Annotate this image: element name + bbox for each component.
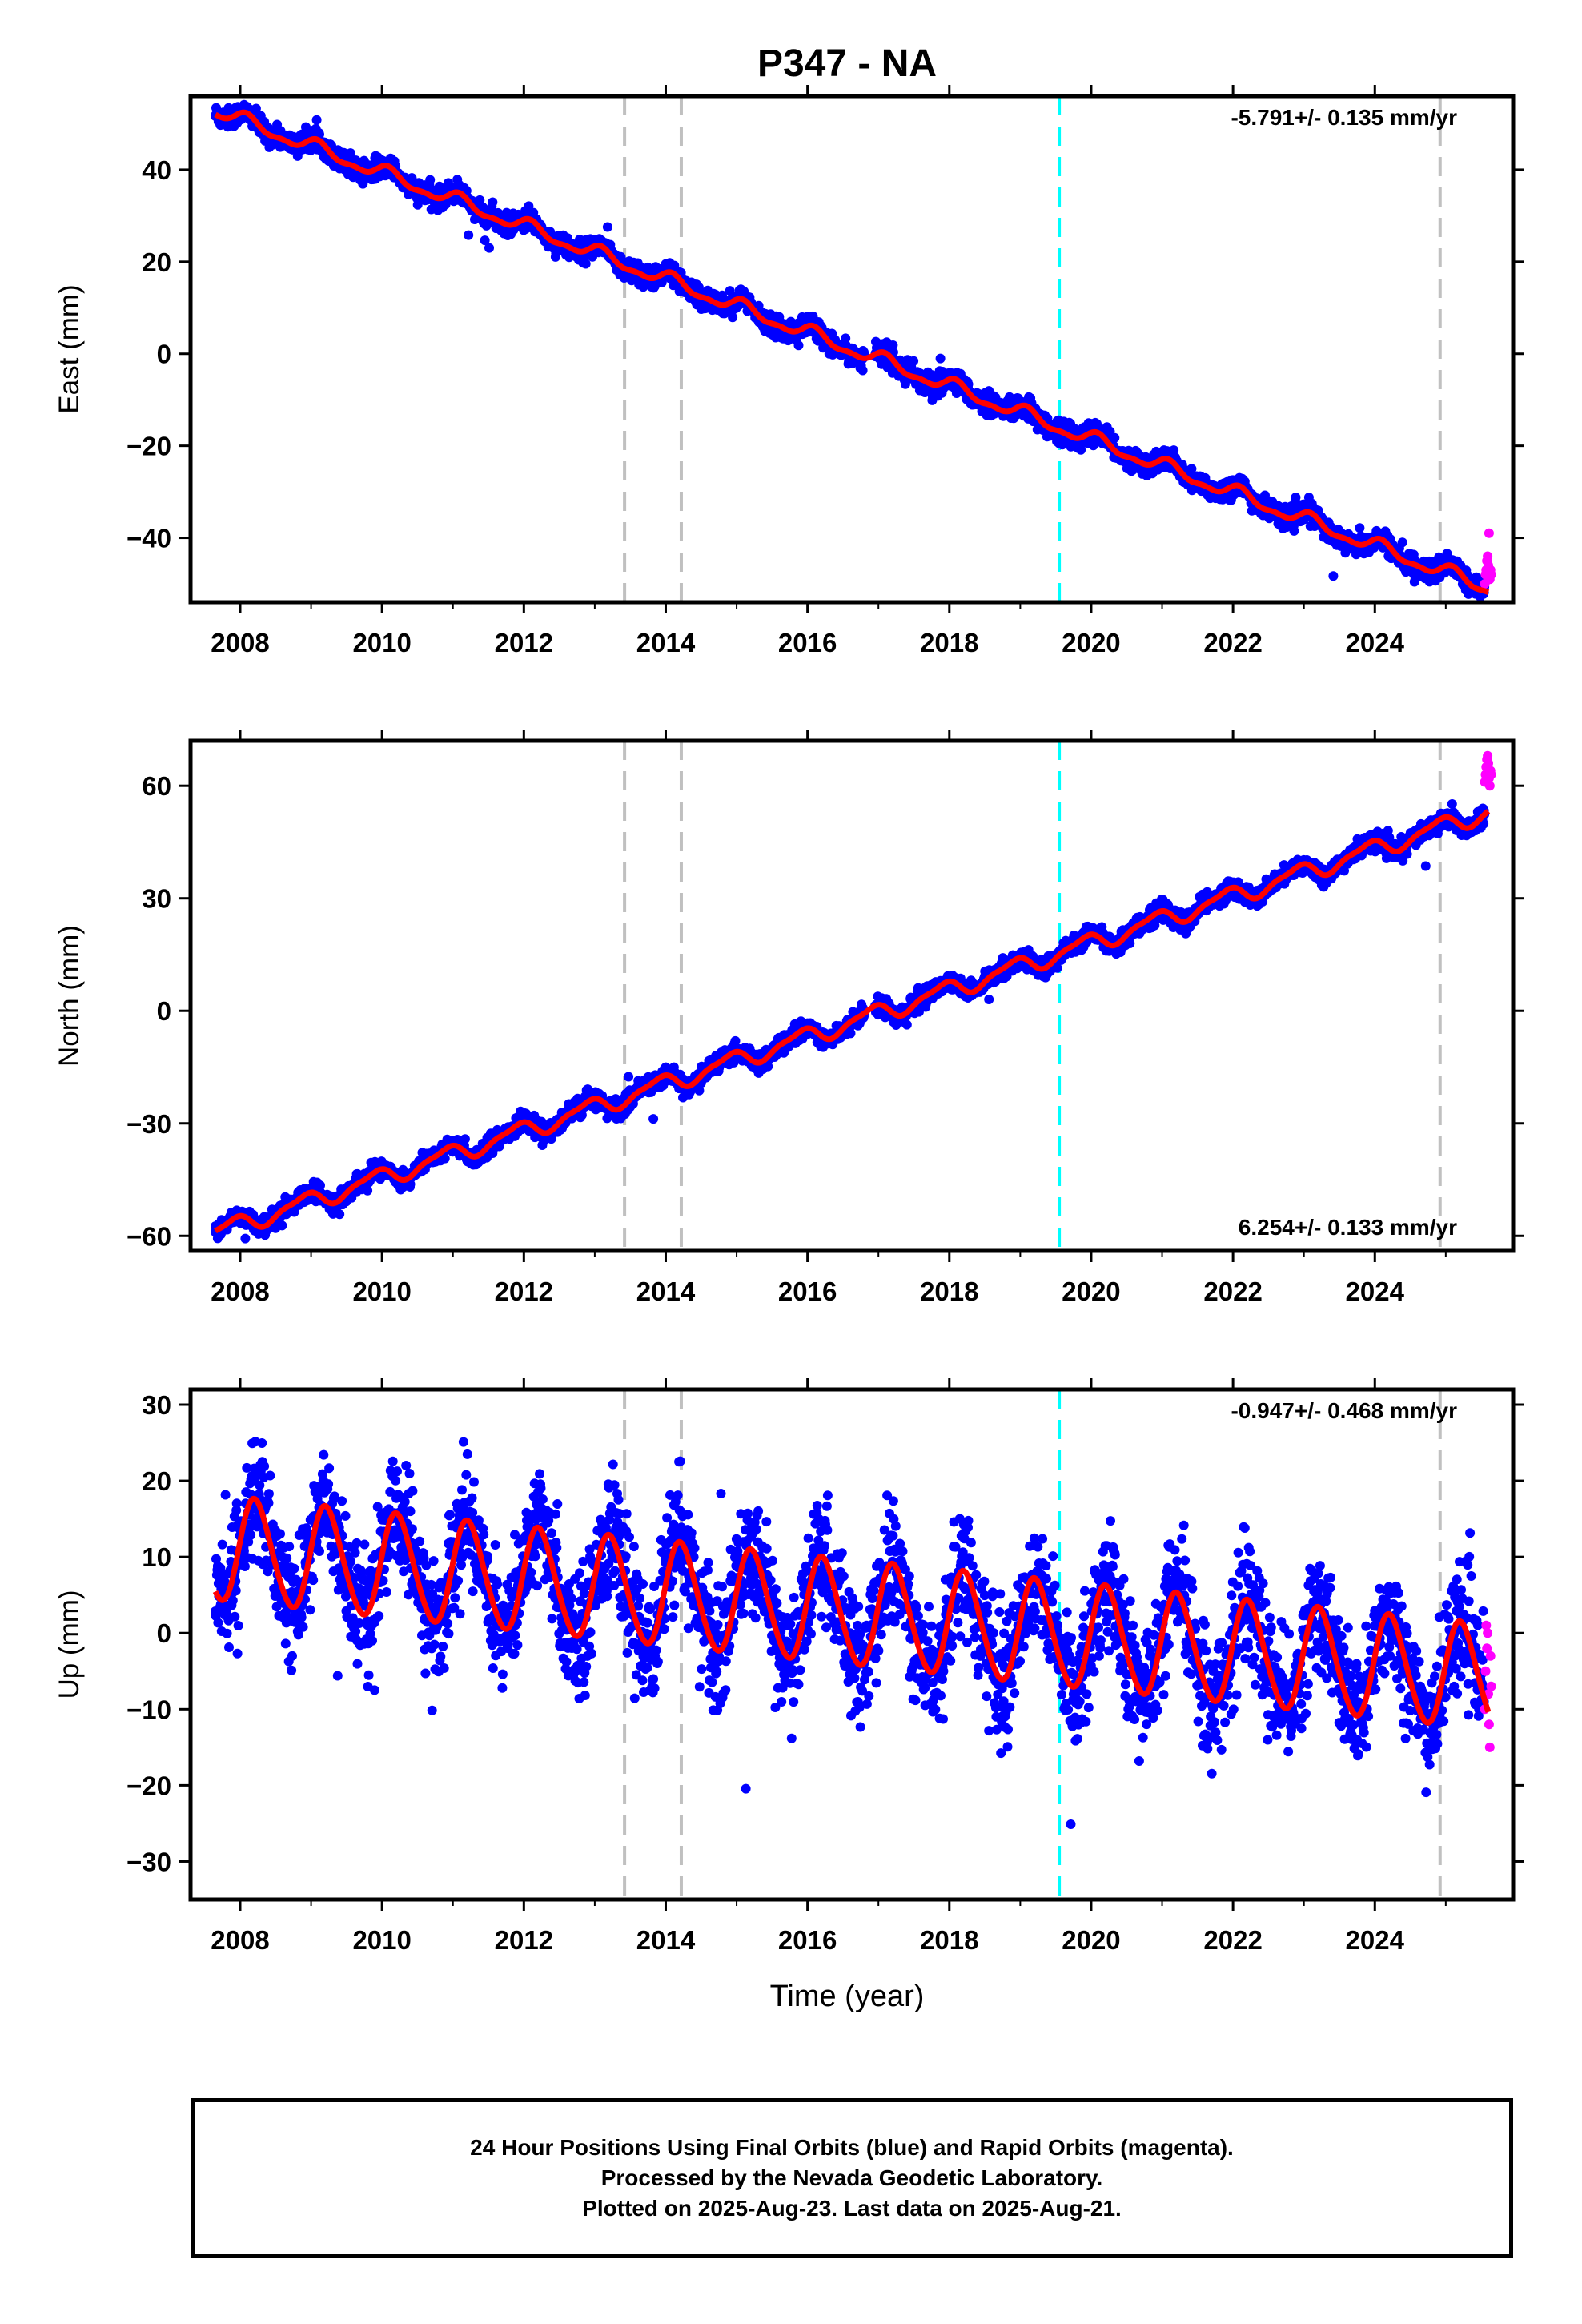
final-point <box>464 230 474 240</box>
final-point <box>1110 432 1120 443</box>
plot-area <box>211 96 1496 602</box>
panels: 2008 2010 2012 2014 2016 2018 2020 2022 2024 40 20… <box>54 85 1524 1955</box>
final-point <box>909 356 919 366</box>
y-tick-label: 20 <box>142 247 171 277</box>
y-tick-label: −40 <box>126 524 171 553</box>
final-point <box>240 1233 251 1244</box>
final-point <box>935 353 946 364</box>
final-point <box>648 1114 659 1124</box>
rapid-point <box>1484 528 1494 538</box>
final-point <box>1355 523 1365 533</box>
rapid-orbit-points <box>1480 528 1496 589</box>
final-point <box>728 312 738 323</box>
final-point <box>484 243 494 253</box>
x-tick-label: 2014 <box>636 628 696 657</box>
x-tick-label: 2020 <box>1062 628 1120 657</box>
final-point <box>793 340 804 351</box>
final-point <box>841 333 851 344</box>
final-point <box>1397 537 1407 548</box>
rapid-point <box>1486 569 1496 580</box>
x-tick-label: 2024 <box>1346 628 1405 657</box>
final-point <box>425 175 436 185</box>
final-point <box>580 259 591 269</box>
x-tick-label: 2018 <box>920 628 978 657</box>
final-point <box>1186 464 1197 474</box>
panel-east: 2008 2010 2012 2014 2016 2018 2020 2022 2024 40 20… <box>54 85 1524 657</box>
final-point <box>460 1134 470 1144</box>
final-point <box>1076 444 1086 455</box>
final-point <box>1328 571 1339 581</box>
x-tick-label: 2008 <box>211 628 269 657</box>
final-point <box>311 115 322 125</box>
final-point <box>857 365 868 376</box>
plot-area <box>211 741 1496 1251</box>
figure-title: P347 - NA <box>757 42 937 85</box>
model-fit-line <box>214 109 1490 595</box>
x-tick-label: 2022 <box>1203 628 1262 657</box>
panel-north: 2008 2010 2012 2014 2016 2018 2020 2022 20246030… <box>54 730 1524 1306</box>
y-tick-label: −20 <box>126 432 171 461</box>
final-point <box>251 103 261 114</box>
final-point <box>363 1185 373 1196</box>
plot-frame <box>188 94 1516 605</box>
x-tick-label: 2010 <box>352 628 411 657</box>
final-point <box>315 1180 325 1191</box>
rapid-point <box>1483 551 1493 561</box>
final-point <box>412 199 423 210</box>
y-axis-label: East (mm) <box>54 284 85 413</box>
final-point <box>888 340 898 350</box>
final-point <box>480 235 490 246</box>
final-point <box>335 1209 345 1220</box>
final-point <box>1289 525 1299 536</box>
x-tick-label: 2012 <box>495 628 553 657</box>
final-point <box>1169 445 1179 456</box>
y-tick-label: 40 <box>142 155 171 185</box>
y-tick-label: 0 <box>157 340 171 369</box>
final-point <box>488 197 498 207</box>
x-tick-label: 2016 <box>778 628 837 657</box>
final-point <box>624 1072 634 1082</box>
final-point <box>602 222 612 232</box>
rate-label: -5.791+/- 0.135 mm/yr <box>1231 105 1457 130</box>
final-point <box>277 1220 287 1231</box>
